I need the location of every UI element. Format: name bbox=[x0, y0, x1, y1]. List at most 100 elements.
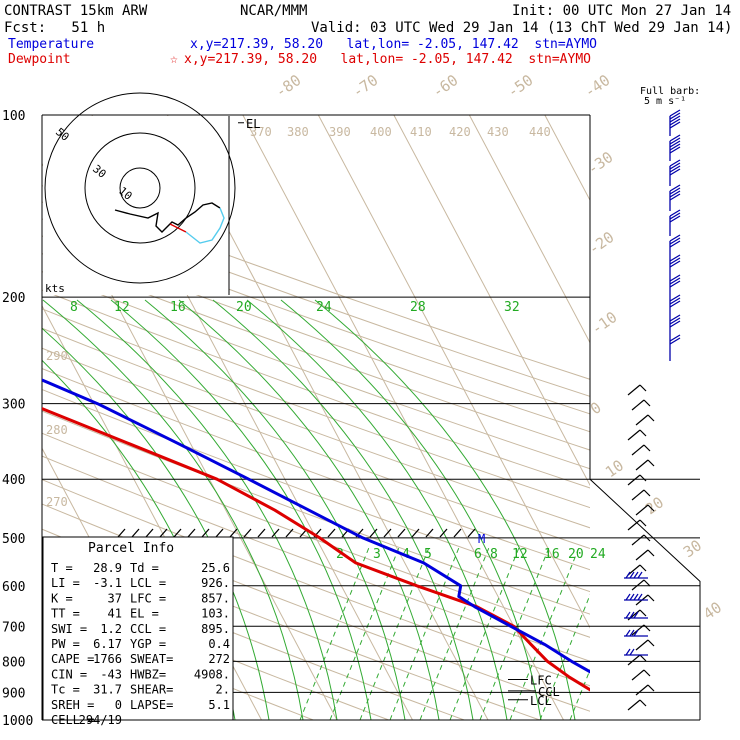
mixing-ratio-line bbox=[299, 544, 371, 720]
temperature-line bbox=[42, 378, 590, 674]
hodograph-trace-low bbox=[169, 223, 187, 233]
pressure-label: 300 bbox=[2, 398, 25, 413]
wind-barb bbox=[635, 549, 649, 561]
parcel-info-cell: SHEAR= bbox=[130, 683, 173, 697]
parcel-info-cell: CIN = bbox=[51, 667, 87, 681]
isotherm-label: -70 bbox=[349, 71, 382, 101]
isotherm-label: -30 bbox=[584, 148, 617, 178]
theta-label: 390 bbox=[329, 125, 351, 139]
wind-barb-flag bbox=[669, 168, 681, 176]
parcel-info-cell: 41 bbox=[108, 607, 122, 621]
isotherm-line bbox=[393, 115, 590, 487]
hodograph-trace-upper bbox=[185, 207, 225, 244]
parcel-info-cell: TT = bbox=[51, 607, 80, 621]
mixing-ratio-line bbox=[329, 544, 401, 720]
freezing-tick bbox=[425, 528, 434, 538]
pressure-label: 200 bbox=[2, 291, 25, 306]
wind-barb-flag bbox=[669, 184, 681, 192]
wind-barb-flag bbox=[669, 212, 681, 220]
wind-barb-flag bbox=[647, 549, 655, 557]
temperature-legend: Temperature bbox=[8, 37, 94, 52]
theta-label-left: 270 bbox=[46, 495, 68, 509]
isotherm-label: -60 bbox=[429, 71, 462, 101]
parcel-info-cell: 857. bbox=[201, 591, 230, 605]
mixing-label-lower: 3 bbox=[373, 547, 381, 562]
wind-barb-flag bbox=[669, 109, 681, 117]
pressure-label: 700 bbox=[2, 620, 25, 635]
wind-barb-flag bbox=[639, 474, 647, 482]
parcel-info-cell: -3.1 bbox=[93, 576, 122, 590]
wind-barb-flag bbox=[669, 112, 681, 120]
wind-barb-flag bbox=[669, 137, 681, 145]
wind-barb-lower bbox=[625, 593, 631, 601]
hodograph-bg bbox=[43, 116, 229, 295]
hodograph-units: kts bbox=[45, 282, 65, 295]
moist-adiabat bbox=[76, 299, 338, 720]
wind-barb-flag bbox=[643, 399, 651, 407]
parcel-info-cell: 272 bbox=[208, 652, 230, 666]
valid-time: Valid: 03 UTC Wed 29 Jan 14 (13 ChT Wed … bbox=[311, 20, 732, 36]
isotherm-line bbox=[544, 115, 590, 202]
hodograph-ring bbox=[44, 92, 236, 284]
wind-barb-flag bbox=[639, 564, 647, 572]
freezing-tick bbox=[439, 528, 448, 538]
wind-barb-flag bbox=[647, 414, 655, 422]
theta-label-left: 280 bbox=[46, 423, 68, 437]
theta-label: 380 bbox=[287, 125, 309, 139]
parcel-info-cell: CAPE = bbox=[51, 652, 94, 666]
temperature-location: x,y=217.39, 58.20 lat,lon= -2.05, 147.42… bbox=[190, 37, 597, 52]
parcel-info-cell: 0 bbox=[115, 698, 122, 712]
dry-adiabat bbox=[42, 368, 590, 571]
mixing-label-lower: 6 bbox=[474, 547, 482, 562]
parcel-info-cell: 2. bbox=[216, 683, 230, 697]
parcel-info-cell: 926. bbox=[201, 576, 230, 590]
dry-adiabat bbox=[42, 271, 590, 470]
parcel-info-cell: -43 bbox=[100, 667, 122, 681]
dewpoint-line bbox=[42, 407, 590, 692]
dry-adiabat bbox=[42, 327, 590, 529]
wind-barb-flag bbox=[643, 624, 651, 632]
wind-barb-flag bbox=[669, 162, 681, 170]
pressure-label: 400 bbox=[2, 473, 25, 488]
parcel-info-cell: 5.1 bbox=[208, 698, 230, 712]
freezing-tick bbox=[229, 528, 238, 538]
wind-barb bbox=[635, 459, 649, 471]
isotherm-label: 20 bbox=[642, 493, 667, 518]
wind-barb-lower bbox=[625, 571, 631, 579]
wind-barb-lower bbox=[633, 611, 639, 619]
dry-adiabat bbox=[42, 432, 590, 638]
wind-barb-lower bbox=[633, 593, 639, 601]
theta-label-left: 290 bbox=[46, 349, 68, 363]
dry-adiabat bbox=[42, 410, 590, 615]
moist-adiabat bbox=[280, 299, 542, 720]
isotherm-label: -50 bbox=[504, 71, 537, 101]
wind-barb-flag bbox=[669, 260, 681, 268]
wind-barb bbox=[635, 639, 649, 651]
isotherm-line bbox=[317, 115, 590, 629]
theta-label: 400 bbox=[370, 125, 392, 139]
theta-label: 430 bbox=[487, 125, 509, 139]
freezing-tick bbox=[397, 528, 406, 538]
theta-label: 440 bbox=[529, 125, 551, 139]
moist-adiabat bbox=[246, 299, 508, 720]
mixing-label-upper: 16 bbox=[170, 300, 186, 315]
freezing-tick bbox=[243, 528, 252, 538]
parcel-info-cell: 37 bbox=[108, 591, 122, 605]
wind-barb-lower bbox=[625, 648, 631, 656]
wind-barb-lower bbox=[637, 593, 643, 601]
wind-barb-flag bbox=[669, 274, 681, 282]
hodograph-ring bbox=[119, 167, 161, 209]
wind-barb-flag bbox=[639, 384, 647, 392]
wind-barb-flag bbox=[647, 639, 655, 647]
parcel-info-cell: 103. bbox=[201, 607, 230, 621]
wind-barb-flag bbox=[647, 504, 655, 512]
wind-barb-flag bbox=[643, 579, 651, 587]
wind-barb-flag bbox=[669, 215, 681, 223]
wind-barb-lower bbox=[629, 629, 635, 637]
wind-barb-flag bbox=[639, 654, 647, 662]
wind-barb-flag bbox=[669, 190, 681, 198]
wind-barb bbox=[631, 534, 645, 546]
parcel-info-title: Parcel Info bbox=[88, 541, 174, 556]
pressure-label: 1000 bbox=[2, 714, 33, 729]
freezing-tick bbox=[131, 528, 140, 538]
